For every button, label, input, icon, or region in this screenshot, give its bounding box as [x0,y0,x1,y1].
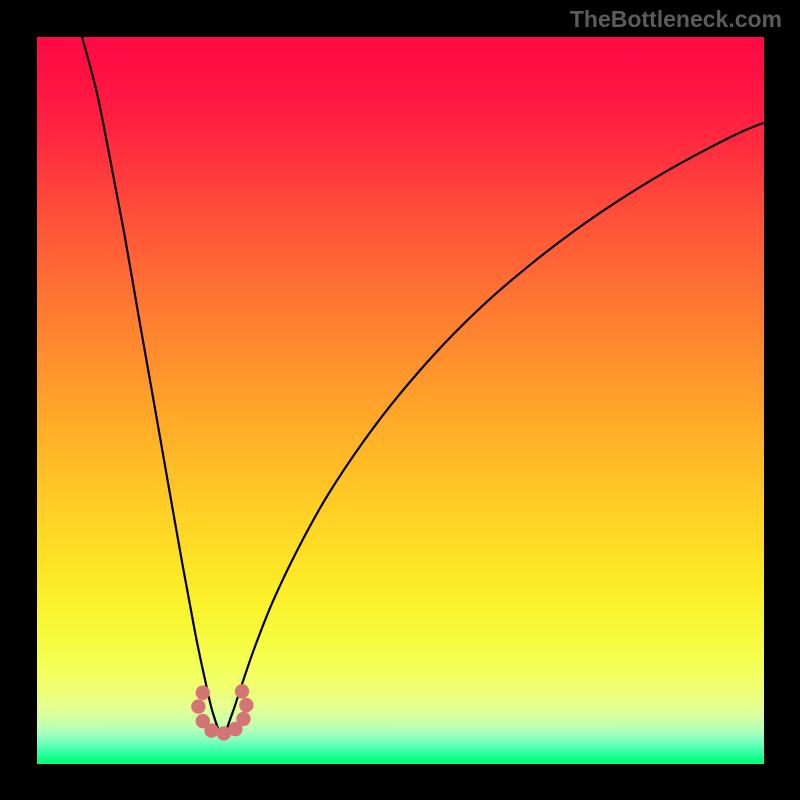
minimum-marker-dot [236,712,250,726]
minimum-marker-dot [239,698,253,712]
chart-container: TheBottleneck.com [0,0,800,800]
minimum-marker-dot [204,723,218,737]
bottleneck-curve-chart [37,37,764,764]
minimum-marker-dot [235,684,249,698]
gradient-background [37,37,764,764]
minimum-marker-dot [191,699,205,713]
plot-area [37,37,764,764]
watermark-text: TheBottleneck.com [570,6,782,33]
minimum-marker-dot [196,686,210,700]
